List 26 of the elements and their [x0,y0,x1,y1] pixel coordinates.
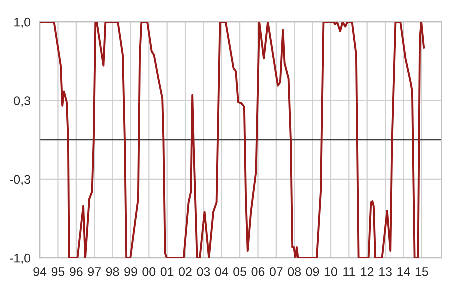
x-tick-label: 13 [380,267,392,276]
x-tick-label: 11 [344,268,356,276]
y-tick-label: -0,3 [10,175,30,186]
x-tick-label: 97 [88,267,101,276]
y-tick-label: -1,0 [10,254,31,264]
x-tick-label: 10 [324,267,338,276]
x-tick-label: 05 [234,267,246,276]
x-tick-label: 95 [52,267,65,276]
x-tick-label: 06 [252,267,265,276]
x-tick-label: 99 [124,267,138,276]
y-tick-label: 1,0 [14,18,31,28]
x-tick-label: 94 [34,267,47,276]
x-tick-label: 14 [398,268,410,276]
x-tick-label: 08 [288,267,302,276]
x-tick-label: 96 [70,267,83,276]
x-tick-label: 15 [416,268,428,276]
x-tick-label: 00 [142,267,156,276]
x-tick-label: 12 [361,267,374,276]
x-tick-label: 04 [215,267,228,276]
x-tick-label: 02 [179,267,192,276]
x-tick-label: 03 [197,267,210,276]
x-tick-label: 01 [160,267,174,276]
x-tick-label: 98 [106,267,120,276]
x-tick-label: 09 [306,267,320,276]
y-tick-label: 0,3 [14,96,30,107]
x-tick-label: 07 [270,267,283,276]
